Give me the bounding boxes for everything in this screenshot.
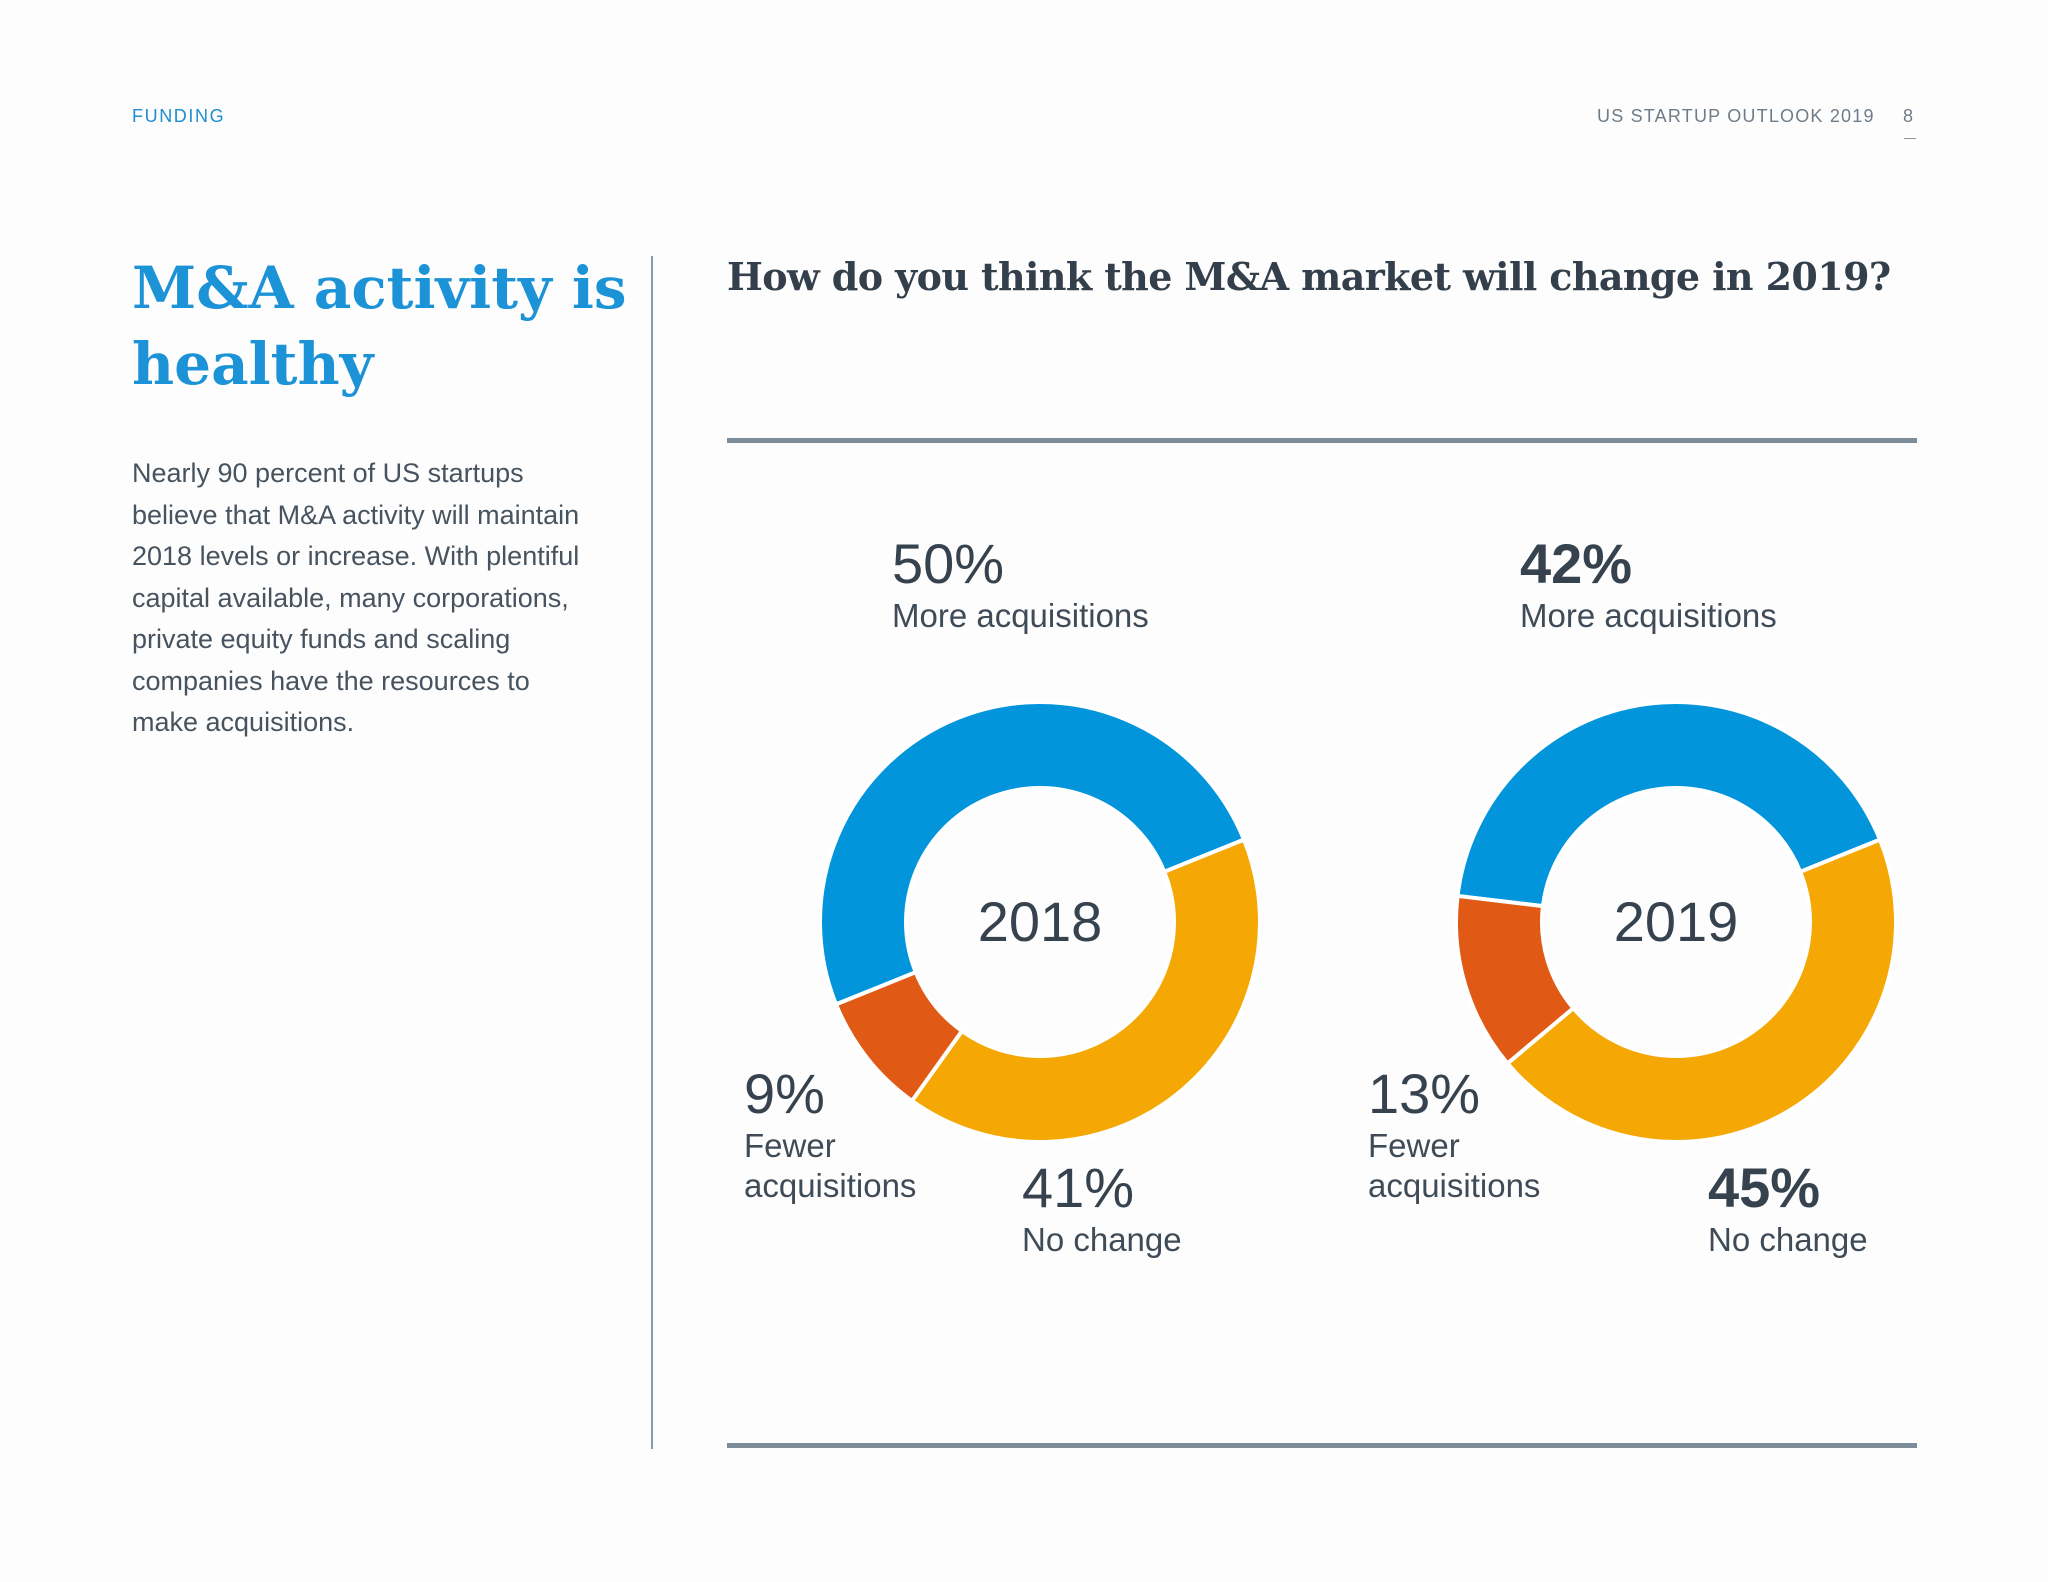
label-2018-nochange: 41% No change	[1022, 1156, 1282, 1260]
donut-2018-slice-nochange	[909, 837, 1262, 1144]
donut-2019-slice-nochange	[1505, 837, 1898, 1144]
label-2019-more: 42% More acquisitions	[1520, 532, 1780, 636]
donut-2019-center-label: 2019	[1613, 890, 1739, 953]
donut-2018-slice-fewer	[834, 970, 964, 1103]
donut-2019-slice-fewer	[1454, 893, 1576, 1066]
chart-bottom-rule	[727, 1443, 1917, 1448]
series-2019-fewer: Fewer acquisitions	[1368, 1127, 1541, 1204]
value-2018-more: 50%	[892, 532, 1005, 595]
label-2018-fewer: 9% Fewer acquisitions	[744, 1062, 1004, 1206]
page-number-underline	[1904, 138, 1916, 139]
value-2018-fewer: 9%	[744, 1062, 825, 1125]
donut-2018-slice-more	[818, 700, 1246, 1007]
donut-2019	[1454, 700, 1898, 1144]
series-2018-nochange: No change	[1022, 1221, 1182, 1258]
series-2018-fewer: Fewer acquisitions	[744, 1127, 917, 1204]
value-2018-nochange: 41%	[1022, 1156, 1135, 1219]
label-2018-more: 50% More acquisitions	[892, 532, 1152, 636]
donut-2018-center-label: 2018	[977, 890, 1103, 953]
page-headline: M&A activity is healthy	[132, 254, 627, 398]
series-2018-more: More acquisitions	[892, 597, 1149, 634]
value-2019-fewer: 13%	[1368, 1062, 1481, 1125]
donut-2018	[818, 700, 1262, 1144]
series-2019-nochange: No change	[1708, 1221, 1868, 1258]
chart-top-rule	[727, 438, 1917, 443]
series-2019-more: More acquisitions	[1520, 597, 1777, 634]
value-2019-more: 42%	[1520, 532, 1633, 595]
donut-2019-slice-more	[1455, 700, 1882, 909]
label-2019-nochange: 45% No change	[1708, 1156, 1968, 1260]
intro-paragraph: Nearly 90 percent of US startups believe…	[132, 458, 580, 737]
page-number: 8	[1902, 106, 1913, 126]
publication-title: US STARTUP OUTLOOK 2019	[1597, 106, 1875, 126]
column-divider	[651, 256, 653, 1449]
section-label: FUNDING	[132, 106, 226, 126]
value-2019-nochange: 45%	[1708, 1156, 1821, 1219]
label-2019-fewer: 13% Fewer acquisitions	[1368, 1062, 1628, 1206]
chart-title: How do you think the M&A market will cha…	[727, 254, 1891, 299]
